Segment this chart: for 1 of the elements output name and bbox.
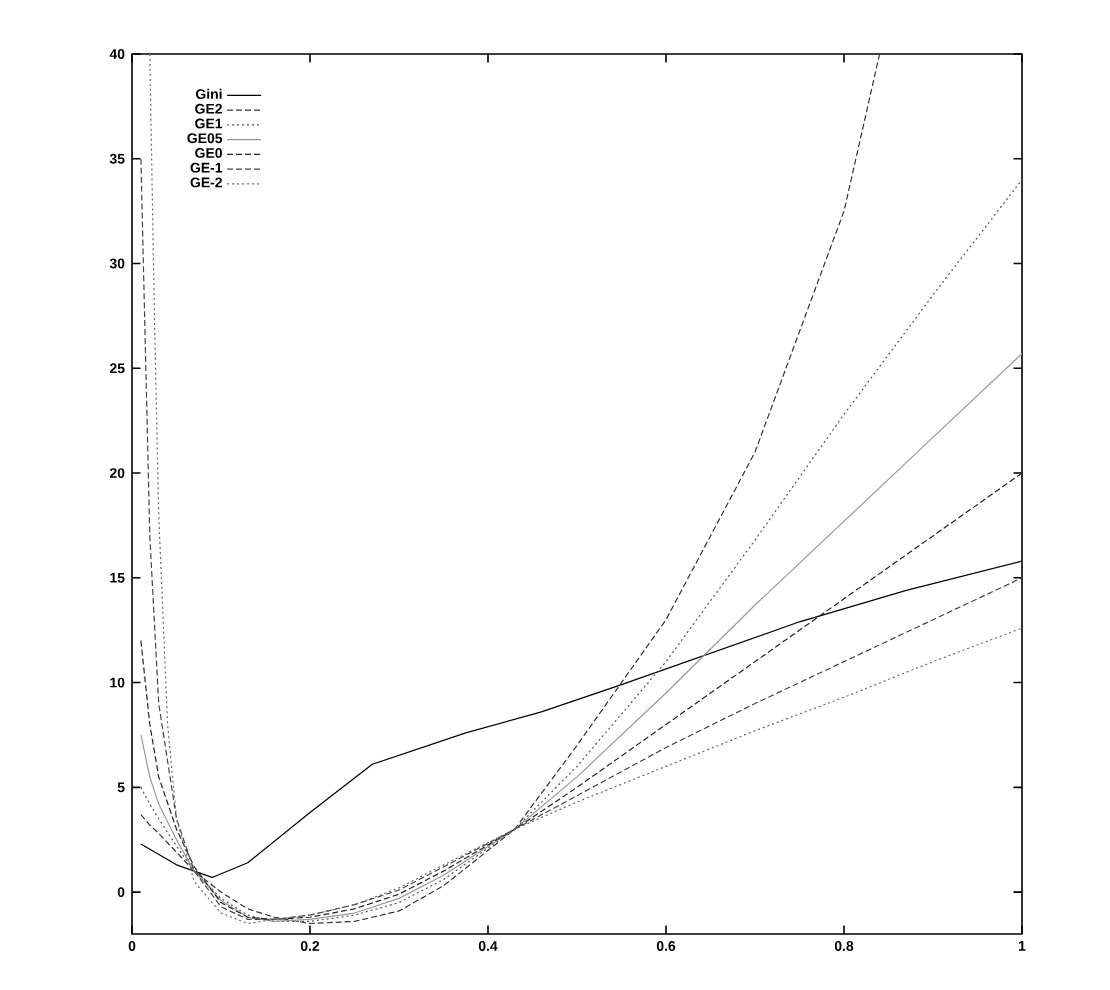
line-series <box>140 53 881 925</box>
